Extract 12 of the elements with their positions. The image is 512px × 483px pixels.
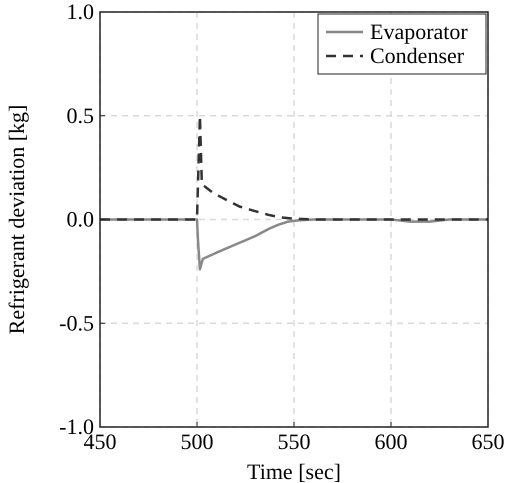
x-axis-title: Time [sec] <box>247 459 341 483</box>
x-tick-label: 650 <box>472 429 504 454</box>
x-tick-label: 500 <box>180 429 214 454</box>
y-tick-label: 0.0 <box>66 206 94 232</box>
y-tick-label: 0.5 <box>66 102 94 128</box>
x-tick-label: 550 <box>278 429 310 454</box>
legend-label: Evaporator <box>370 19 468 44</box>
legend-label: Condenser <box>370 43 465 68</box>
y-tick-label: 1.0 <box>66 0 94 24</box>
y-axis-title: Refrigerant deviation [kg] <box>4 104 29 334</box>
y-tick-label: -0.5 <box>59 310 94 336</box>
x-tick-label: 600 <box>374 429 408 454</box>
